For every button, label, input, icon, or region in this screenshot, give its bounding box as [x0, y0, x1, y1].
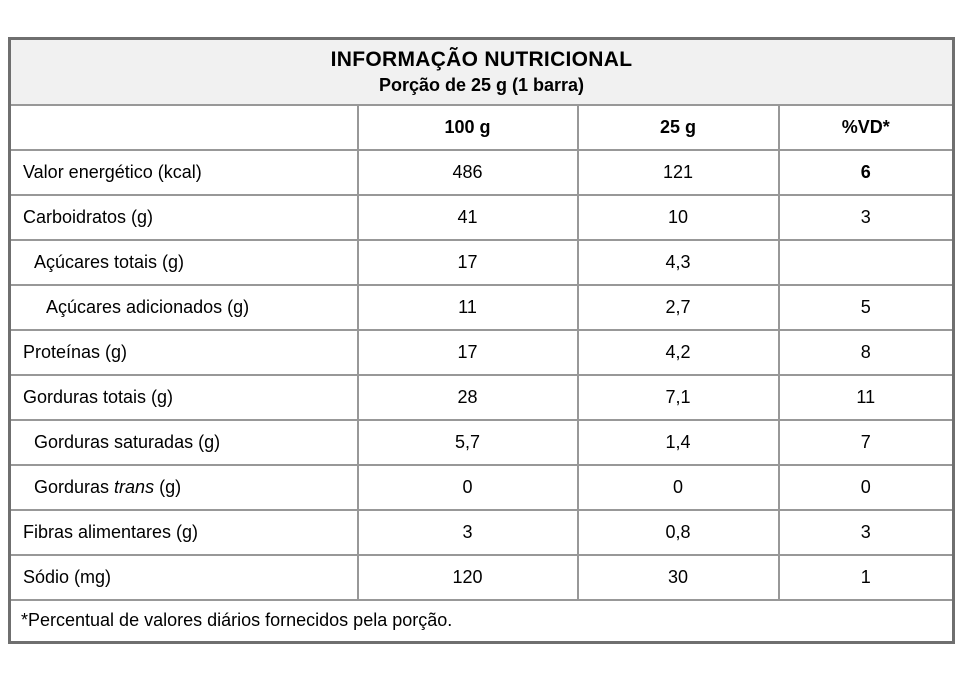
row-label: Valor energético (kcal) — [8, 148, 359, 196]
cell-vd: 6 — [777, 148, 955, 196]
row-label-text: Gorduras — [34, 476, 115, 497]
cell-25g: 2,7 — [576, 283, 780, 331]
column-header-25g: 25 g — [576, 103, 780, 151]
cell-vd: 11 — [777, 373, 955, 421]
row-label: Fibras alimentares (g) — [8, 508, 359, 556]
cell-25g: 7,1 — [576, 373, 780, 421]
cell-vd: 8 — [777, 328, 955, 376]
row-label-text: Açúcares adicionados (g) — [46, 296, 250, 317]
cell-100g: 41 — [356, 193, 579, 241]
row-label-text: (g) — [154, 476, 182, 497]
table-title-cell: INFORMAÇÃO NUTRICIONAL Porção de 25 g (1… — [8, 37, 955, 106]
row-label: Gorduras saturadas (g) — [8, 418, 359, 466]
cell-25g: 4,2 — [576, 328, 780, 376]
footnote-row: *Percentual de valores diários fornecido… — [8, 598, 955, 644]
row-label-text: Gorduras totais (g) — [23, 386, 174, 407]
row-label-text: Açúcares totais (g) — [34, 251, 185, 272]
cell-100g: 17 — [356, 238, 579, 286]
row-label: Sódio (mg) — [8, 553, 359, 601]
table-row: Proteínas (g) 17 4,2 8 — [8, 328, 955, 376]
cell-vd — [777, 238, 955, 286]
table-row: Carboidratos (g) 41 10 3 — [8, 193, 955, 241]
cell-25g: 4,3 — [576, 238, 780, 286]
cell-100g: 0 — [356, 463, 579, 511]
table-row: Açúcares totais (g) 17 4,3 — [8, 238, 955, 286]
table-row: Gorduras totais (g) 28 7,1 11 — [8, 373, 955, 421]
cell-vd: 7 — [777, 418, 955, 466]
row-label: Gorduras totais (g) — [8, 373, 359, 421]
table-subtitle: Porção de 25 g (1 barra) — [378, 74, 585, 95]
row-label: Açúcares totais (g) — [8, 238, 359, 286]
cell-100g: 5,7 — [356, 418, 579, 466]
table-row: Açúcares adicionados (g) 11 2,7 5 — [8, 283, 955, 331]
cell-100g: 486 — [356, 148, 579, 196]
row-label-text: Valor energético (kcal) — [23, 161, 202, 182]
cell-25g: 1,4 — [576, 418, 780, 466]
table-body: Valor energético (kcal) 486 121 6 Carboidrat… — [8, 148, 955, 601]
footnote: *Percentual de valores diários fornecido… — [8, 598, 955, 644]
cell-100g: 120 — [356, 553, 579, 601]
table-row: Valor energético (kcal) 486 121 6 — [8, 148, 955, 196]
table-row: Sódio (mg) 120 30 1 — [8, 553, 955, 601]
cell-25g: 121 — [576, 148, 780, 196]
cell-vd: 1 — [777, 553, 955, 601]
row-label-text: Gorduras saturadas (g) — [34, 431, 221, 452]
cell-vd: 0 — [777, 463, 955, 511]
row-label-text: Fibras alimentares (g) — [23, 521, 199, 542]
cell-vd: 3 — [777, 193, 955, 241]
cell-25g: 30 — [576, 553, 780, 601]
row-label: Gorduras trans (g) — [8, 463, 359, 511]
row-label: Açúcares adicionados (g) — [8, 283, 359, 331]
column-header-empty — [8, 103, 359, 151]
table-row: Fibras alimentares (g) 3 0,8 3 — [8, 508, 955, 556]
cell-100g: 3 — [356, 508, 579, 556]
table-row: Gorduras trans (g) 0 0 0 — [8, 463, 955, 511]
row-label: Carboidratos (g) — [8, 193, 359, 241]
table-row: Gorduras saturadas (g) 5,7 1,4 7 — [8, 418, 955, 466]
row-label-text: Carboidratos (g) — [23, 206, 154, 227]
column-header-row: 100 g 25 g %VD* — [8, 103, 955, 151]
table-title-row: INFORMAÇÃO NUTRICIONAL Porção de 25 g (1… — [8, 37, 955, 106]
row-label: Proteínas (g) — [8, 328, 359, 376]
nutrition-table: INFORMAÇÃO NUTRICIONAL Porção de 25 g (1… — [8, 37, 955, 644]
cell-100g: 28 — [356, 373, 579, 421]
cell-25g: 0,8 — [576, 508, 780, 556]
cell-100g: 17 — [356, 328, 579, 376]
cell-100g: 11 — [356, 283, 579, 331]
cell-25g: 10 — [576, 193, 780, 241]
row-label-italic: trans — [114, 476, 155, 497]
row-label-text: Proteínas (g) — [23, 341, 128, 362]
column-header-100g: 100 g — [356, 103, 579, 151]
table-title: INFORMAÇÃO NUTRICIONAL — [330, 47, 633, 71]
column-header-vd: %VD* — [777, 103, 955, 151]
cell-vd: 5 — [777, 283, 955, 331]
cell-25g: 0 — [576, 463, 780, 511]
cell-vd: 3 — [777, 508, 955, 556]
row-label-text: Sódio (mg) — [23, 566, 112, 587]
